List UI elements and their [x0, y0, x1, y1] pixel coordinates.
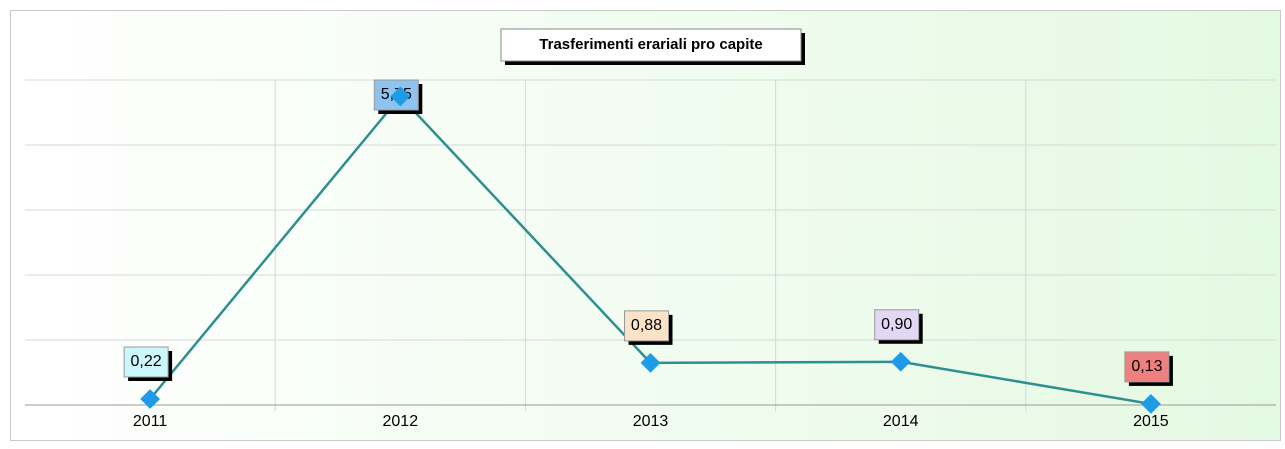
label-box [123, 346, 169, 378]
title-box [500, 28, 802, 62]
chart-frame [10, 10, 1281, 441]
label-box [1124, 351, 1170, 383]
x-tick-label: 2014 [883, 413, 919, 430]
marker [890, 351, 911, 372]
x-tick-label: 2013 [633, 413, 669, 430]
chart-title: Trasferimenti erariali pro capite [539, 36, 762, 53]
data-label: 0,90 [881, 316, 912, 333]
x-tick-label: 2012 [383, 413, 419, 430]
x-tick-label: 2015 [1133, 413, 1169, 430]
x-tick-label: 2011 [133, 413, 168, 430]
marker [390, 86, 411, 107]
label-box [624, 310, 669, 342]
data-label: 0,22 [131, 353, 162, 370]
marker [1141, 394, 1161, 414]
data-label: 0,13 [1131, 358, 1162, 375]
marker [640, 352, 661, 373]
data-label: 0,88 [631, 317, 662, 334]
marker [140, 389, 160, 409]
label-box [874, 309, 920, 341]
